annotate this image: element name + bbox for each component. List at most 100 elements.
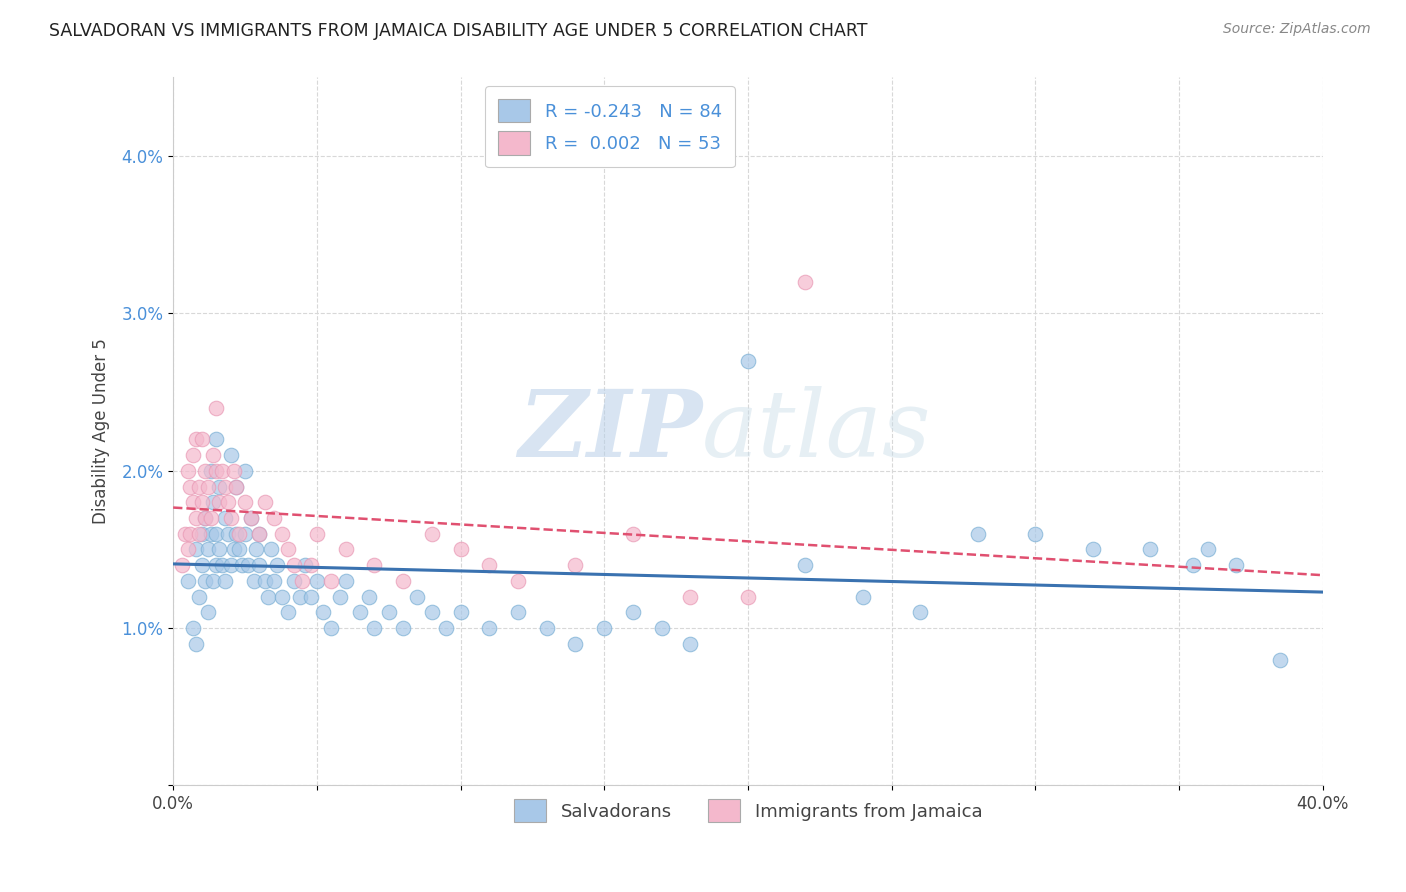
Point — [536, 621, 558, 635]
Text: SALVADORAN VS IMMIGRANTS FROM JAMAICA DISABILITY AGE UNDER 5 CORRELATION CHART: SALVADORAN VS IMMIGRANTS FROM JAMAICA DI… — [49, 22, 868, 40]
Point — [335, 542, 357, 557]
Point — [406, 590, 429, 604]
Point — [208, 495, 231, 509]
Point — [679, 637, 702, 651]
Point — [191, 495, 214, 509]
Point — [266, 558, 288, 573]
Point — [910, 606, 932, 620]
Point — [179, 526, 201, 541]
Point — [205, 464, 228, 478]
Point — [181, 621, 204, 635]
Point — [214, 574, 236, 588]
Legend: Salvadorans, Immigrants from Jamaica: Salvadorans, Immigrants from Jamaica — [506, 792, 990, 830]
Point — [233, 495, 256, 509]
Point — [794, 275, 817, 289]
Point — [191, 526, 214, 541]
Point — [299, 590, 322, 604]
Point — [214, 511, 236, 525]
Point — [966, 526, 988, 541]
Point — [202, 448, 225, 462]
Point — [205, 433, 228, 447]
Point — [242, 574, 264, 588]
Y-axis label: Disability Age Under 5: Disability Age Under 5 — [93, 338, 110, 524]
Point — [593, 621, 616, 635]
Point — [377, 606, 399, 620]
Point — [188, 590, 211, 604]
Point — [260, 542, 283, 557]
Text: atlas: atlas — [702, 386, 931, 476]
Point — [219, 448, 242, 462]
Point — [271, 526, 294, 541]
Point — [434, 621, 457, 635]
Point — [176, 574, 198, 588]
Point — [1182, 558, 1205, 573]
Point — [176, 542, 198, 557]
Point — [651, 621, 673, 635]
Point — [233, 464, 256, 478]
Point — [263, 574, 285, 588]
Point — [222, 464, 245, 478]
Point — [329, 590, 352, 604]
Point — [219, 511, 242, 525]
Point — [197, 606, 219, 620]
Point — [1024, 526, 1046, 541]
Point — [225, 479, 247, 493]
Point — [271, 590, 294, 604]
Point — [176, 464, 198, 478]
Point — [186, 542, 208, 557]
Point — [277, 606, 299, 620]
Text: Source: ZipAtlas.com: Source: ZipAtlas.com — [1223, 22, 1371, 37]
Point — [420, 526, 443, 541]
Point — [233, 526, 256, 541]
Point — [197, 479, 219, 493]
Point — [288, 590, 311, 604]
Point — [247, 526, 270, 541]
Point — [191, 433, 214, 447]
Text: ZIP: ZIP — [517, 386, 702, 476]
Point — [170, 558, 193, 573]
Point — [450, 606, 472, 620]
Point — [305, 574, 328, 588]
Point — [214, 479, 236, 493]
Point — [186, 637, 208, 651]
Point — [349, 606, 371, 620]
Point — [231, 558, 253, 573]
Point — [188, 526, 211, 541]
Point — [194, 574, 217, 588]
Point — [208, 479, 231, 493]
Point — [228, 526, 250, 541]
Point — [211, 464, 233, 478]
Point — [1139, 542, 1161, 557]
Point — [263, 511, 285, 525]
Point — [228, 542, 250, 557]
Point — [737, 353, 759, 368]
Point — [621, 606, 644, 620]
Point — [420, 606, 443, 620]
Point — [181, 448, 204, 462]
Point — [179, 479, 201, 493]
Point — [202, 574, 225, 588]
Point — [291, 574, 314, 588]
Point — [478, 621, 501, 635]
Point — [202, 495, 225, 509]
Point — [225, 526, 247, 541]
Point — [254, 574, 277, 588]
Point — [208, 542, 231, 557]
Point — [236, 558, 259, 573]
Point — [200, 464, 222, 478]
Point — [254, 495, 277, 509]
Point — [211, 558, 233, 573]
Point — [191, 558, 214, 573]
Point — [363, 621, 385, 635]
Point — [205, 558, 228, 573]
Point — [283, 558, 305, 573]
Point — [737, 590, 759, 604]
Point — [245, 542, 267, 557]
Point — [225, 479, 247, 493]
Point — [186, 433, 208, 447]
Point — [506, 606, 529, 620]
Point — [294, 558, 316, 573]
Point — [852, 590, 875, 604]
Point — [392, 621, 415, 635]
Point — [205, 401, 228, 415]
